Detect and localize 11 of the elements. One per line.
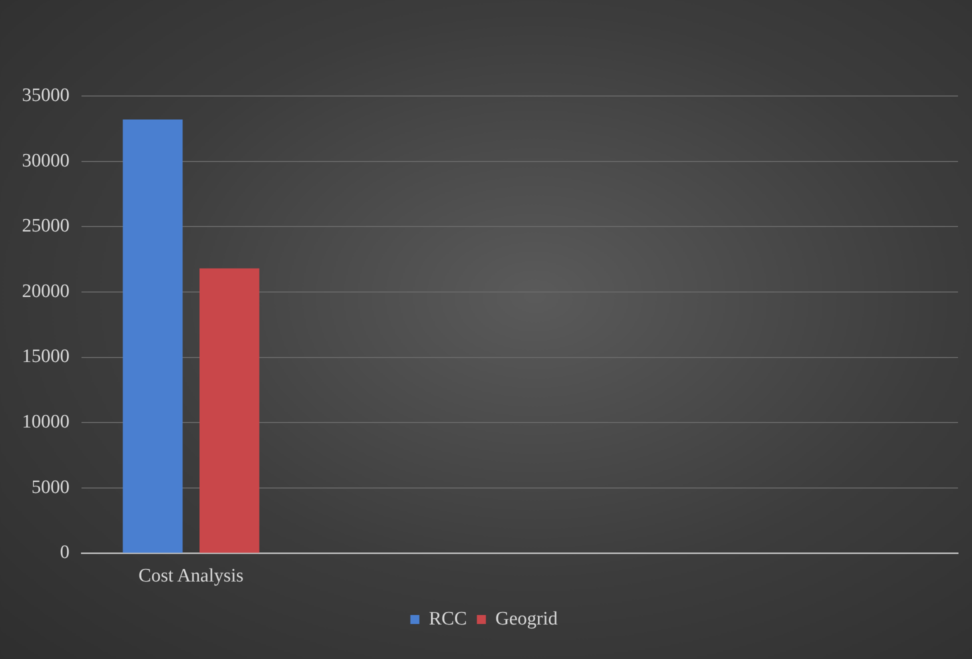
y-tick-label: 10000 bbox=[22, 412, 70, 433]
y-tick-label: 25000 bbox=[22, 216, 70, 237]
y-tick-label: 20000 bbox=[22, 280, 70, 302]
y-tick-label: 15000 bbox=[22, 346, 70, 368]
y-tick-label: 30000 bbox=[22, 150, 70, 172]
x-tick-label: Cost Analysis bbox=[138, 566, 244, 587]
y-tick-label: 35000 bbox=[22, 84, 70, 106]
y-tick-label: 5000 bbox=[32, 476, 70, 498]
y-tick-label: 0 bbox=[60, 542, 70, 564]
legend-label: Geogrid bbox=[495, 608, 558, 630]
legend-label: RCC bbox=[428, 608, 467, 630]
